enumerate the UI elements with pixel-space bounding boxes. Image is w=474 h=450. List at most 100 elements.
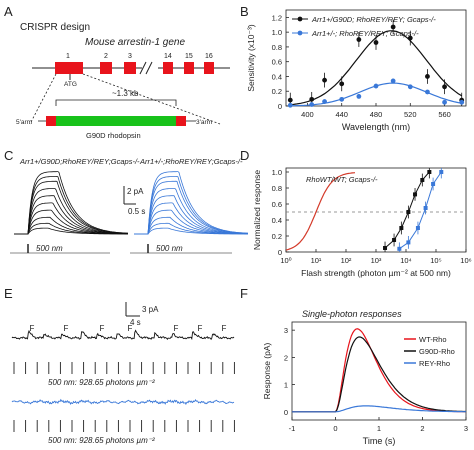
zoom-line-right [82,73,221,125]
panel-c-label-blue: Arr1+/-;RhoREY/REY;Gcaps-/- [139,157,243,166]
f-legend-label: G90D-Rho [419,347,455,356]
sensitivity-chart: 0 0.2 0.4 0.6 0.8 1.0 1.2 400 440 480 520 560 Wavele… [246,9,467,132]
d-point-blue [397,246,402,251]
f-trace-2 [292,405,466,413]
b-legend-label-blue: Arr1+/-; RhoREY/REY; Gcaps-/- [311,29,419,38]
e-f-label: F [174,324,179,333]
d-point-black [420,178,425,182]
d-ytick-label: 0.2 [272,232,282,241]
e-f-label: F [128,324,133,333]
panel-label-c: C [4,148,13,163]
gene-break-mark [139,61,153,75]
b-xtick-label: 520 [404,110,417,119]
d-xtick-label: 10¹ [311,256,322,265]
exon-15 [184,62,194,74]
d-point-blue [415,226,420,230]
b-point-black [407,35,413,41]
right-arm-exon [176,116,186,126]
d-xlabel: Flash strength (photon µm⁻² at 500 nm) [301,268,451,278]
f-ytick-label: 2 [284,353,288,362]
panel-f-title: Single-photon responses [302,309,402,319]
b-point-blue [425,89,430,95]
b-point-black [309,96,315,102]
b-point-black [442,84,447,90]
b-point-blue [407,84,413,90]
d-point-black [406,210,411,214]
f-xtick-label: -1 [289,424,296,433]
b-xlabel: Wavelength (nm) [342,122,410,132]
b-ylabel: Sensitivity (x10⁻³) [246,24,256,91]
b-point-black [339,81,345,87]
exon-3 [124,62,136,74]
d-xtick-label: 10² [341,256,352,265]
flash-response-traces [14,171,249,235]
panel-label-d: D [240,148,249,163]
d-ytick-label: 0.6 [272,200,282,209]
e-f-label: F [100,324,105,333]
e-scale-s-label: 4 s [130,318,141,327]
f-legend-label: REY-Rho [419,359,450,368]
b-ytick-label: 0 [278,102,282,111]
e-caption-1: 500 nm: 928.65 photons µm⁻² [48,378,155,387]
insert-size: ~1.3 kb [112,89,139,98]
exon-label-3: 3 [128,53,132,60]
b-point-blue [373,83,379,89]
b-point-black [390,24,396,30]
f-legend-label: WT-Rho [419,335,447,344]
f-xlabel: Time (s) [363,436,396,446]
d-point-black [427,170,432,174]
e-caption-2: 500 nm: 928.65 photons µm⁻² [48,436,155,445]
e-f-label: F [198,324,203,333]
plot-frame-b [285,9,467,107]
b-xtick-label: 480 [370,110,383,119]
f-ytick-label: 1 [284,381,288,390]
size-bracket [55,99,177,106]
c-trace-blue [134,180,249,235]
b-point-black [373,40,379,45]
d-ytick-label: 0 [278,248,282,257]
b-point-blue [309,102,315,107]
e-scale-pa-label: 3 pA [142,305,159,314]
b-ytick-label: 0.4 [272,72,282,81]
exon-label-2: 2 [104,53,108,60]
b-ytick-label: 1.2 [272,13,282,22]
b-point-blue [356,94,362,99]
e-f-label: F [222,324,227,333]
panel-c-label-black: Arr1+/G90D;RhoREY/REY;Gcaps-/- [19,157,140,166]
d-ytick-label: 0.8 [272,184,282,193]
e-trace-blue [11,398,235,406]
f-xtick-label: 2 [420,424,424,433]
panel-label-b: B [240,4,249,19]
stim-label-blue: 500 nm [156,244,183,253]
exon-16 [204,62,214,74]
left-arm-label: 5'arm [16,119,32,126]
d-point-black [413,192,418,197]
b-point-black [356,37,362,42]
d-curve-label: RhoWT/WT; Gcaps-/- [306,175,378,184]
atg-label: ATG [64,81,77,88]
exon-label-14: 14 [164,53,172,60]
panel-label-e: E [4,286,13,301]
b-xtick-label: 440 [335,110,348,119]
b-legend-label-black: Arr1+/G90D; RhoREY/REY; Gcaps-/- [311,15,436,24]
e-f-label: F [30,324,35,333]
exon-label-1: 1 [66,53,70,60]
scale-s-label: 0.5 s [128,207,145,216]
stim-label-black: 500 nm [36,244,63,253]
gene-label: Mouse arrestin-1 gene [85,37,185,48]
d-xtick-label: 10⁰ [280,256,291,265]
f-xtick-label: 0 [333,424,337,433]
panel-label-f: F [240,286,248,301]
left-arm-exon [46,116,56,126]
exon-label-15: 15 [185,53,193,60]
panel-label-a: A [4,4,13,19]
d-point-blue [439,170,444,174]
b-point-blue [459,99,465,105]
insert-box [56,116,176,126]
right-arm-label: 3'arm [196,119,212,126]
f-xtick-label: 1 [377,424,381,433]
zoom-line-left [29,73,57,125]
b-point-blue [390,78,396,84]
